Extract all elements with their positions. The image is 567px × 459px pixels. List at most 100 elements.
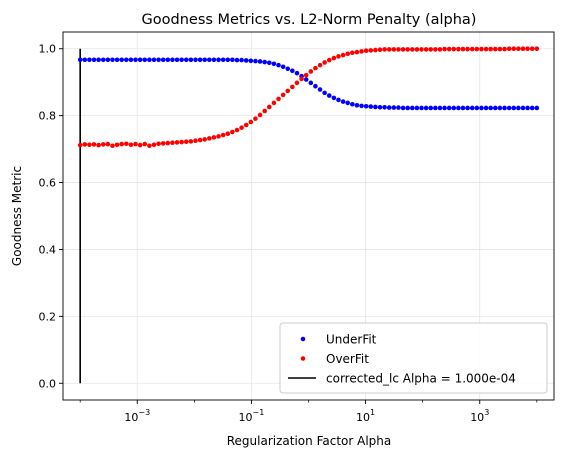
underfit-point [511, 105, 517, 111]
overfit-point [525, 46, 530, 52]
overfit-point [479, 46, 484, 52]
underfit-point [525, 105, 530, 111]
underfit-point [174, 57, 180, 63]
underfit-point [142, 57, 148, 63]
overfit-point [340, 52, 346, 58]
underfit-point [114, 57, 120, 63]
overfit-point [419, 47, 424, 52]
underfit-point [188, 57, 194, 63]
underfit-point [409, 105, 415, 111]
underfit-point [197, 57, 203, 63]
overfit-point [350, 50, 355, 56]
underfit-point [345, 100, 351, 106]
y-tick-label: 0.6 [39, 177, 57, 190]
overfit-point [382, 47, 387, 52]
underfit-point [326, 93, 332, 98]
underfit-point [137, 57, 143, 63]
y-axis-ticks: 0.0 0.2 0.4 0.6 0.8 1.0 [39, 43, 63, 390]
overfit-point [386, 47, 392, 52]
overfit-point [96, 142, 101, 148]
underfit-point [179, 57, 184, 63]
underfit-point [262, 59, 267, 65]
underfit-point [216, 57, 221, 63]
legend: UnderFit OverFit corrected_lc Alpha = 1.… [279, 322, 548, 394]
underfit-point [276, 62, 281, 68]
underfit-point [82, 57, 88, 63]
overfit-point [285, 88, 291, 94]
x-axis-label: Regularization Factor Alpha [227, 434, 391, 448]
overfit-point [493, 46, 498, 52]
overfit-point [308, 69, 314, 74]
overfit-point [294, 80, 300, 86]
underfit-point [294, 70, 300, 76]
overfit-point [506, 46, 512, 52]
underfit-point [128, 57, 134, 63]
overfit-point [326, 57, 332, 63]
underfit-point [382, 104, 387, 110]
overfit-point [165, 140, 171, 146]
underfit-point [419, 105, 424, 111]
overfit-point [77, 142, 83, 148]
overfit-point [465, 46, 470, 52]
underfit-point [368, 104, 374, 109]
underfit-point [124, 57, 129, 63]
underfit-point [502, 105, 507, 111]
overfit-point [529, 46, 535, 52]
overfit-point [87, 142, 92, 148]
overfit-point [114, 142, 120, 148]
underfit-point [414, 105, 420, 111]
overfit-point [170, 140, 175, 146]
overfit-point [520, 46, 526, 52]
underfit-point [373, 104, 378, 110]
underfit-point [211, 57, 217, 63]
underfit-point [183, 57, 189, 63]
overfit-point [207, 136, 212, 141]
underfit-point [451, 105, 457, 111]
overfit-point [124, 141, 129, 147]
x-tick-label: 10−1 [239, 408, 265, 424]
overfit-point [534, 46, 540, 52]
underfit-point [165, 57, 171, 63]
underfit-point [336, 97, 341, 103]
overfit-point [317, 62, 323, 68]
underfit-point [133, 57, 138, 63]
underfit-point [87, 57, 92, 63]
underfit-point [479, 105, 484, 111]
underfit-point [469, 105, 475, 111]
underfit-point [313, 83, 318, 89]
underfit-point [257, 59, 263, 64]
overfit-point [377, 47, 383, 53]
legend-marker-underfit [300, 336, 306, 342]
underfit-point [493, 105, 498, 111]
overfit-point [391, 47, 397, 52]
overfit-point [331, 55, 337, 61]
overfit-point [151, 142, 157, 148]
plot-area [77, 46, 540, 384]
overfit-point [414, 47, 420, 52]
underfit-point [386, 105, 392, 110]
overfit-point [220, 132, 226, 138]
underfit-point [396, 105, 401, 110]
underfit-point [483, 105, 489, 111]
overfit-point [183, 139, 189, 145]
overfit-point [511, 46, 517, 52]
legend-label-underfit: UnderFit [326, 333, 377, 347]
underfit-point [202, 57, 208, 63]
underfit-point [253, 58, 258, 64]
underfit-point [516, 105, 521, 111]
overfit-point [188, 139, 194, 144]
overfit-point [488, 46, 493, 52]
underfit-point [442, 105, 447, 111]
legend-box [279, 322, 548, 394]
underfit-point [303, 77, 309, 82]
underfit-point [220, 57, 226, 63]
overfit-point [303, 72, 309, 78]
overfit-point [105, 141, 111, 147]
overfit-point [469, 46, 475, 52]
underfit-point [534, 105, 540, 111]
underfit-point [497, 105, 503, 111]
x-axis-ticks: 10−3 10−1 101 103 [79, 400, 538, 424]
underfit-point [340, 99, 346, 104]
y-tick-label: 0.8 [39, 110, 57, 123]
overfit-point [257, 112, 263, 118]
